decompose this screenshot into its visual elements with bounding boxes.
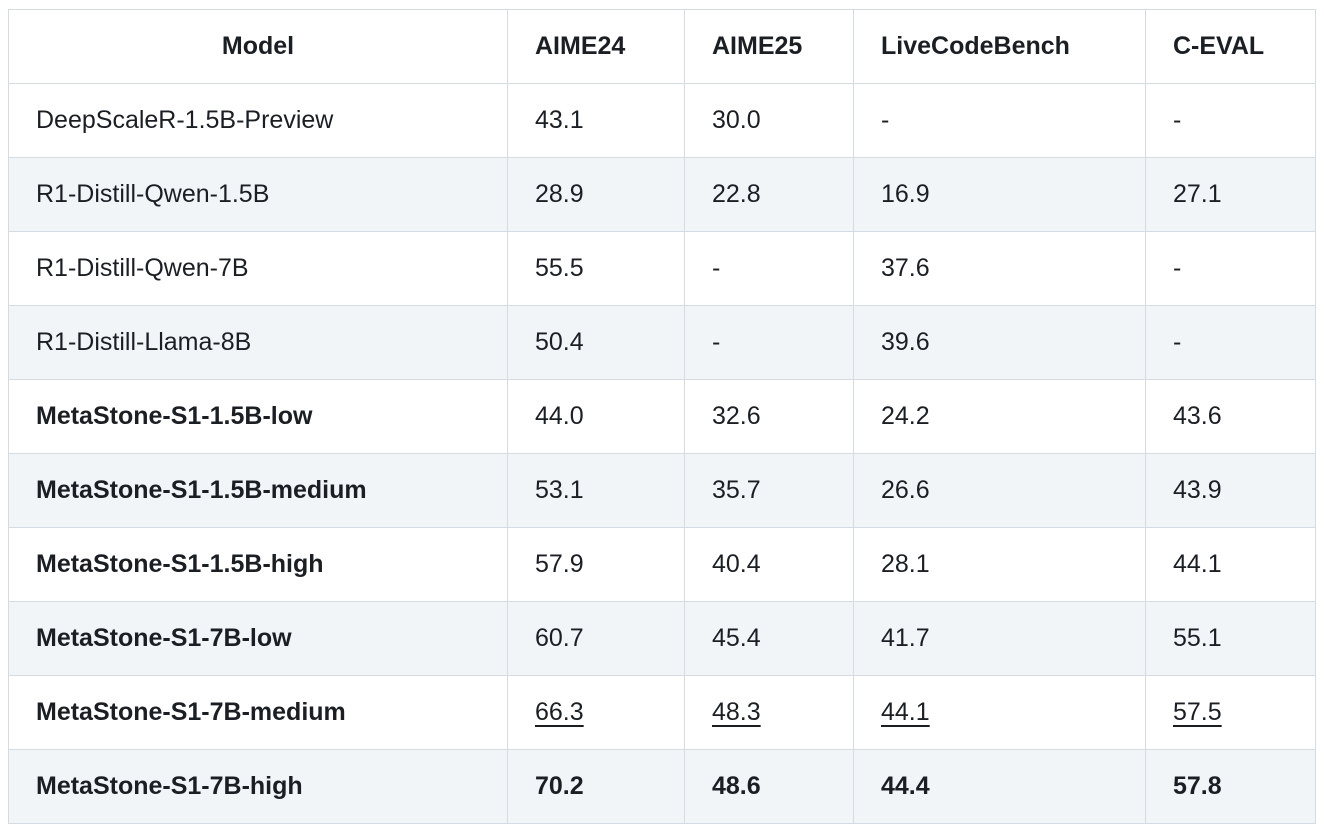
model-name-cell: MetaStone-S1-7B-low <box>8 601 508 676</box>
value-cell: 24.2 <box>853 379 1146 454</box>
model-name-cell: MetaStone-S1-1.5B-medium <box>8 453 508 528</box>
value-cell: 53.1 <box>507 453 685 528</box>
value-cell: 35.7 <box>684 453 854 528</box>
model-name-cell: R1-Distill-Qwen-1.5B <box>8 157 508 232</box>
table-row: DeepScaleR-1.5B-Preview 43.1 30.0- - <box>8 83 1316 158</box>
benchmark-results-table: Model AIME24 AIME25 LiveCodeBench C-EVAL Dee… <box>8 9 1316 824</box>
column-header-c-eval: C-EVAL <box>1145 9 1316 84</box>
model-name-cell: DeepScaleR-1.5B-Preview <box>8 83 508 158</box>
value-cell: 55.5 <box>507 231 685 306</box>
value-cell: 44.0 <box>507 379 685 454</box>
value-cell: 55.1 <box>1145 601 1316 676</box>
model-name-cell: MetaStone-S1-1.5B-high <box>8 527 508 602</box>
value-cell: 70.2 <box>507 749 685 824</box>
value-cell: 44.4 <box>853 749 1146 824</box>
table-row: R1-Distill-Llama-8B 50.4-39.6- <box>8 305 1316 380</box>
table-row: MetaStone-S1-7B-low 60.7 45.4 41.7 55.1 <box>8 601 1316 676</box>
value-cell: 60.7 <box>507 601 685 676</box>
value-cell: - <box>684 305 854 380</box>
value-cell: 43.9 <box>1145 453 1316 528</box>
value-cell: - <box>684 231 854 306</box>
value-cell: 40.4 <box>684 527 854 602</box>
table-row: MetaStone-S1-1.5B-high 57.9 40.4 28.1 44.1 <box>8 527 1316 602</box>
table-row: MetaStone-S1-1.5B-medium 53.1 35.7 26.6 43.9 <box>8 453 1316 528</box>
table-row: MetaStone-S1-7B-medium 66.3 48.3 44.1 57.5 <box>8 675 1316 750</box>
value-cell: 26.6 <box>853 453 1146 528</box>
value-cell: - <box>1145 305 1316 380</box>
column-header-livecodebench: LiveCodeBench <box>853 9 1146 84</box>
value-cell: 48.3 <box>684 675 854 750</box>
model-name-cell: R1-Distill-Qwen-7B <box>8 231 508 306</box>
column-header-model: Model <box>8 9 508 84</box>
value-cell: 57.8 <box>1145 749 1316 824</box>
value-cell: 43.1 <box>507 83 685 158</box>
value-cell: 44.1 <box>1145 527 1316 602</box>
value-cell: - <box>853 83 1146 158</box>
value-cell: 30.0 <box>684 83 854 158</box>
value-cell: 66.3 <box>507 675 685 750</box>
value-cell: 45.4 <box>684 601 854 676</box>
value-cell: 28.9 <box>507 157 685 232</box>
value-cell: 48.6 <box>684 749 854 824</box>
model-name-cell: MetaStone-S1-7B-high <box>8 749 508 824</box>
table-row: R1-Distill-Qwen-1.5B 28.9 22.8 16.9 27.1 <box>8 157 1316 232</box>
value-cell: 22.8 <box>684 157 854 232</box>
value-cell: 37.6 <box>853 231 1146 306</box>
column-header-aime25: AIME25 <box>684 9 854 84</box>
value-cell: 50.4 <box>507 305 685 380</box>
value-cell: 44.1 <box>853 675 1146 750</box>
value-cell: 28.1 <box>853 527 1146 602</box>
model-name-cell: MetaStone-S1-1.5B-low <box>8 379 508 454</box>
table-row: MetaStone-S1-1.5B-low 44.0 32.6 24.2 43.6 <box>8 379 1316 454</box>
header-row: Model AIME24 AIME25 LiveCodeBench C-EVAL <box>8 9 1316 84</box>
value-cell: 39.6 <box>853 305 1146 380</box>
table-row: MetaStone-S1-7B-high 70.2 48.6 44.4 57.8 <box>8 749 1316 824</box>
table-body: DeepScaleR-1.5B-Preview 43.1 30.0- - R1-Dist… <box>8 83 1316 824</box>
value-cell: 41.7 <box>853 601 1146 676</box>
value-cell: 57.5 <box>1145 675 1316 750</box>
value-cell: 43.6 <box>1145 379 1316 454</box>
value-cell: - <box>1145 83 1316 158</box>
table-row: R1-Distill-Qwen-7B 55.5-37.6- <box>8 231 1316 306</box>
value-cell: 27.1 <box>1145 157 1316 232</box>
column-header-aime24: AIME24 <box>507 9 685 84</box>
value-cell: 57.9 <box>507 527 685 602</box>
model-name-cell: MetaStone-S1-7B-medium <box>8 675 508 750</box>
value-cell: - <box>1145 231 1316 306</box>
value-cell: 16.9 <box>853 157 1146 232</box>
model-name-cell: R1-Distill-Llama-8B <box>8 305 508 380</box>
value-cell: 32.6 <box>684 379 854 454</box>
